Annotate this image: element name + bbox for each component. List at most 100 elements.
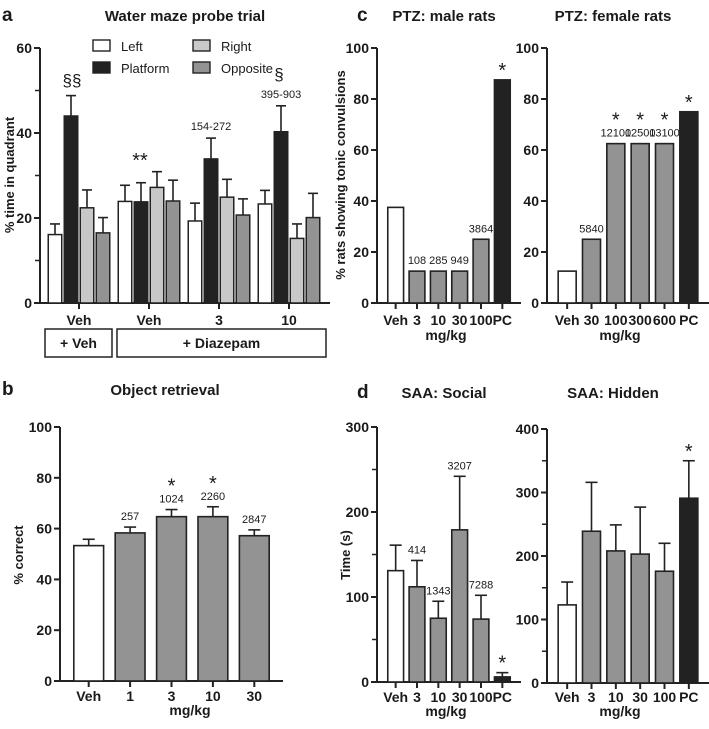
y-tick-label: 0 <box>44 673 52 689</box>
y-tick-label: 60 <box>523 142 539 158</box>
y-tick-label: 80 <box>36 470 52 486</box>
annotation: ** <box>132 150 148 172</box>
y-tick-label: 0 <box>361 295 369 311</box>
data-label: 12100 <box>601 128 632 140</box>
chart-title: PTZ: male rats <box>392 8 495 25</box>
y-tick-label: 40 <box>523 193 539 209</box>
y-tick-label: 0 <box>361 674 369 690</box>
bar-platform <box>63 115 79 304</box>
panel-letter: a <box>2 5 13 26</box>
bar-d2 <box>630 553 650 684</box>
data-label: 285 <box>429 255 447 267</box>
x-tick-label: 30 <box>452 689 468 705</box>
data-label: 257 <box>121 511 139 523</box>
chart-c2: PTZ: female rats mg/kg 0 20 40 60 80 100 Veh 30 58… <box>516 8 709 343</box>
bar-right <box>149 186 165 304</box>
x-tick-label: 10 <box>431 689 447 705</box>
data-label: 5840 <box>579 223 603 235</box>
legend-swatch-platform <box>92 61 111 74</box>
x-tick-label: 10 <box>608 689 624 705</box>
y-tick-label: 400 <box>516 421 540 437</box>
x-tick-label: 3 <box>588 689 596 705</box>
x-axis-label: mg/kg <box>425 327 466 343</box>
y-tick-label: 40 <box>353 193 369 209</box>
x-tick-label: PC <box>679 689 698 705</box>
data-label: 2260 <box>201 491 225 503</box>
y-tick-label: 40 <box>36 571 52 587</box>
panel-letter: b <box>2 379 14 400</box>
bar-platform <box>273 130 289 304</box>
chart-c1: c PTZ: male rats % rats showing tonic conv… <box>333 5 521 343</box>
bar-c1 <box>450 270 469 304</box>
bar-right <box>219 196 235 304</box>
bar-b <box>197 515 229 682</box>
group-box-label: + Veh <box>60 335 97 351</box>
legend-swatch-opposite <box>192 61 211 74</box>
y-tick-label: 300 <box>516 485 540 501</box>
y-tick-label: 100 <box>29 419 53 435</box>
y-tick-label: 20 <box>353 244 369 260</box>
legend-label: Right <box>221 39 252 54</box>
x-tick-label: Veh <box>67 312 92 328</box>
x-tick-label: 3 <box>413 689 421 705</box>
x-tick-label: 30 <box>584 312 600 328</box>
y-tick-label: 60 <box>16 40 32 56</box>
chart-d1: d SAA: Social Time (s) mg/kg 0 100 200 300 Veh 3 4… <box>338 382 521 719</box>
bar-opposite <box>235 214 251 304</box>
significance-marker: * <box>168 476 176 498</box>
data-label: 7288 <box>469 579 493 591</box>
y-tick-label: 0 <box>24 295 32 311</box>
bar-c1 <box>472 238 490 304</box>
legend-swatch-left <box>92 39 111 52</box>
y-tick-label: 60 <box>353 142 369 158</box>
data-label: 3207 <box>447 460 471 472</box>
bar-d1 <box>493 676 512 683</box>
bar-d2 <box>581 530 602 684</box>
x-axis-label: mg/kg <box>599 703 640 719</box>
bar-d1 <box>472 618 490 683</box>
x-tick-label: 30 <box>452 312 468 328</box>
x-tick-label: 300 <box>628 312 652 328</box>
bar-d2 <box>606 550 626 684</box>
y-axis-label: % rats showing tonic convulsions <box>333 70 348 279</box>
legend-label: Platform <box>121 61 169 76</box>
x-tick-label: 100 <box>469 312 493 328</box>
x-tick-label: 3 <box>413 312 421 328</box>
x-tick-label: 100 <box>469 689 493 705</box>
y-tick-label: 60 <box>36 521 52 537</box>
bar-d1 <box>429 617 448 683</box>
y-tick-label: 20 <box>16 210 32 226</box>
y-tick-label: 100 <box>516 40 540 56</box>
bar-opposite <box>95 232 111 304</box>
x-tick-label: PC <box>493 689 512 705</box>
bar-c2 <box>679 110 699 304</box>
bar-opposite <box>305 216 321 304</box>
bar-c2 <box>630 142 650 304</box>
annotation: 154-272 <box>191 121 231 133</box>
bar-d1 <box>450 529 469 683</box>
bar-c2 <box>581 238 602 304</box>
data-label: 13100 <box>649 128 680 140</box>
bar-d2 <box>679 497 699 684</box>
x-tick-label: 100 <box>604 312 628 328</box>
legend-swatch-right <box>192 39 211 52</box>
chart-title: SAA: Social <box>401 385 486 402</box>
x-axis-label: mg/kg <box>425 703 466 719</box>
y-axis-label: Time (s) <box>338 530 353 580</box>
bar-right <box>289 237 305 304</box>
bar-opposite <box>165 200 181 304</box>
bar-c2 <box>654 142 675 304</box>
x-tick-label: Veh <box>383 312 408 328</box>
chart-title: Water maze probe trial <box>105 8 265 25</box>
x-tick-label: Veh <box>555 689 580 705</box>
x-tick-label: 10 <box>431 312 447 328</box>
significance-marker: * <box>209 473 217 495</box>
y-tick-label: 100 <box>346 40 370 56</box>
chart-title: Object retrieval <box>110 382 219 399</box>
x-tick-label: Veh <box>76 688 101 704</box>
annotation: 395-903 <box>261 89 301 101</box>
bar-b <box>72 544 105 682</box>
bar-b <box>155 515 188 682</box>
data-label: 2847 <box>242 514 266 526</box>
chart-b: b Object retrieval % correct mg/kg 0 20 40 60 80… <box>2 379 283 718</box>
